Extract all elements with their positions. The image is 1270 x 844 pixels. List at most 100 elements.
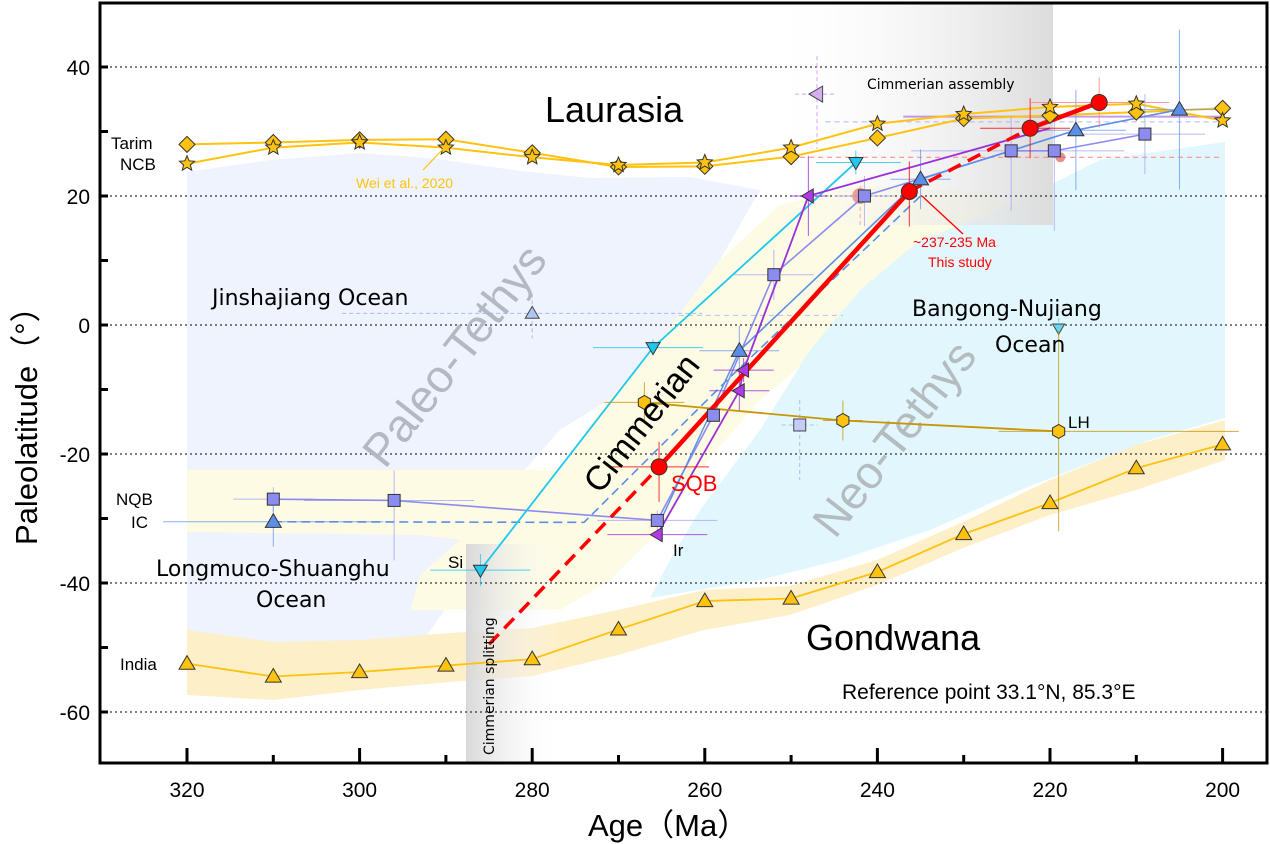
nqb-marker bbox=[767, 268, 781, 282]
india-marker bbox=[954, 524, 973, 541]
longmuco-label-line1: Longmuco-Shuanghu bbox=[156, 557, 390, 582]
x-tick-label: 260 bbox=[687, 779, 722, 802]
ir-marker bbox=[649, 526, 663, 543]
ic-label: IC bbox=[131, 513, 148, 532]
nqb-marker bbox=[266, 492, 280, 506]
reference-point-label: Reference point 33.1°N, 85.3°E bbox=[842, 681, 1135, 704]
series-group bbox=[163, 29, 1239, 683]
ncb-marker bbox=[350, 133, 369, 150]
age-note-leader-line bbox=[921, 195, 964, 235]
faint-ir-marker bbox=[808, 85, 824, 103]
x-tick-label: 220 bbox=[1032, 779, 1067, 802]
india-label: India bbox=[120, 655, 157, 674]
faint-si-marker bbox=[1051, 323, 1066, 336]
tarim-label: Tarim bbox=[111, 134, 153, 153]
sqb-line bbox=[657, 189, 911, 469]
x-tick-label: 320 bbox=[169, 779, 204, 802]
x-tick-label: 300 bbox=[342, 779, 377, 802]
ncb-marker bbox=[782, 138, 800, 156]
y-axis-title: Paleolatitude（°） bbox=[9, 291, 44, 545]
laurasia-label: Laurasia bbox=[545, 89, 684, 130]
sqb-dashed-line bbox=[487, 465, 661, 646]
cimmerian-assembly-label: Cimmerian assembly bbox=[867, 77, 1015, 93]
y-tick-label: 20 bbox=[67, 186, 90, 209]
ir-line bbox=[656, 195, 810, 536]
india-marker bbox=[1041, 494, 1059, 510]
faint-ic-marker bbox=[524, 305, 541, 319]
sqb-marker bbox=[650, 458, 668, 476]
ncb-marker bbox=[609, 155, 628, 173]
india-marker bbox=[609, 620, 628, 636]
ncb-marker bbox=[954, 104, 973, 122]
neo-tethys-region bbox=[650, 142, 1225, 598]
ncb-label: NCB bbox=[120, 155, 156, 174]
india-marker bbox=[350, 663, 369, 679]
sqb-label: SQB bbox=[671, 471, 717, 496]
lh-marker bbox=[836, 412, 850, 429]
faint-nqb-marker bbox=[793, 418, 807, 432]
nqb-marker bbox=[857, 189, 871, 203]
longmuco-ocean-region bbox=[187, 532, 460, 650]
bangong-label-line1: Bangong-Nujiang bbox=[912, 297, 1102, 322]
ic-marker bbox=[1170, 100, 1189, 116]
ncb-marker bbox=[868, 114, 887, 132]
bangong-label-line2: Ocean bbox=[995, 333, 1065, 358]
cimmerian-splitting-band bbox=[466, 544, 560, 763]
y-tick-label: 0 bbox=[78, 315, 90, 338]
ic-marker bbox=[1067, 121, 1085, 137]
sqb-marker bbox=[900, 182, 918, 200]
ncb-marker bbox=[523, 147, 542, 165]
ncb-marker bbox=[695, 153, 714, 170]
india-marker bbox=[1127, 459, 1146, 475]
y-tick-label: -60 bbox=[60, 702, 90, 725]
x-tick-label: 240 bbox=[860, 779, 895, 802]
india-marker bbox=[695, 592, 714, 608]
ncb-marker bbox=[1127, 94, 1146, 112]
si-marker bbox=[472, 564, 489, 579]
india-marker bbox=[868, 563, 887, 579]
nqb-marker bbox=[387, 493, 401, 507]
wei-label: Wei et al., 2020 bbox=[356, 175, 453, 191]
india-marker bbox=[178, 654, 196, 670]
nqb-marker bbox=[706, 408, 720, 422]
x-tick-label: 280 bbox=[515, 779, 550, 802]
y-tick-label: -20 bbox=[60, 444, 90, 467]
ir-marker bbox=[800, 188, 814, 204]
ic-marker bbox=[730, 341, 749, 357]
lh-marker bbox=[1052, 423, 1066, 440]
si-label: Si bbox=[448, 553, 463, 572]
ic-marker bbox=[911, 170, 930, 186]
x-axis-ticks: 320 300 280 260 240 220 200 bbox=[169, 748, 1240, 802]
sqb-dashed-line bbox=[908, 126, 1031, 194]
age-note-line1: ~237-235 Ma bbox=[913, 234, 996, 250]
gondwana-label: Gondwana bbox=[806, 617, 981, 658]
ncb-marker bbox=[178, 154, 196, 172]
ir-marker bbox=[731, 382, 745, 399]
ic-marker bbox=[264, 512, 283, 528]
y-tick-label: -40 bbox=[60, 573, 90, 596]
india-marker bbox=[437, 656, 455, 672]
nqb-marker bbox=[1138, 127, 1152, 141]
tarim-marker bbox=[178, 135, 196, 154]
si-marker bbox=[645, 342, 661, 356]
age-note-line2: This study bbox=[928, 254, 992, 270]
india-band bbox=[187, 420, 1225, 700]
cimmerian-splitting-label: Cimmerian splitting bbox=[482, 617, 498, 755]
sqb-marker bbox=[1021, 119, 1039, 137]
ir-label: Ir bbox=[673, 541, 684, 560]
x-tick-label: 200 bbox=[1205, 779, 1240, 802]
ic-line bbox=[661, 350, 740, 519]
wei-leader-line bbox=[422, 146, 446, 171]
ncb-marker bbox=[1213, 111, 1232, 129]
longmuco-label-line2: Ocean bbox=[256, 588, 326, 613]
jinshajiang-label: Jinshajiang Ocean bbox=[210, 286, 408, 311]
nqb-marker bbox=[1004, 144, 1018, 158]
ncb-marker bbox=[264, 138, 283, 156]
india-marker bbox=[264, 667, 283, 683]
x-axis-title: Age（Ma） bbox=[588, 808, 748, 843]
lh-label: LH bbox=[1068, 413, 1090, 432]
y-tick-label: 40 bbox=[67, 57, 90, 80]
lh-marker bbox=[637, 394, 651, 410]
